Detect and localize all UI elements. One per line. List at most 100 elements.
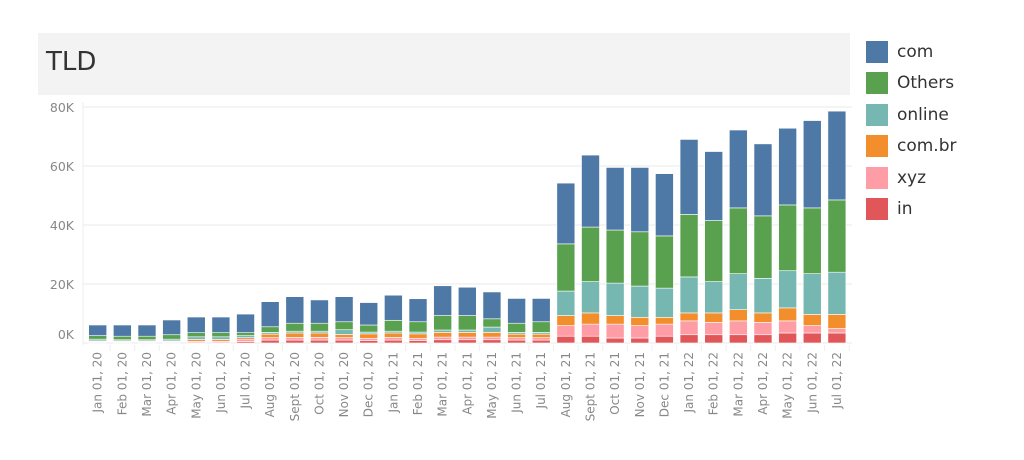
bar-segment-online: [655, 287, 674, 318]
bar-segment-xyz: [384, 337, 403, 341]
chart-title: TLD: [46, 47, 97, 77]
x-tick-label: Jun 01, 20: [214, 352, 228, 414]
bar-segment-others: [186, 332, 206, 338]
bar-segment-xyz: [581, 323, 600, 337]
legend-swatch: [866, 103, 888, 126]
bar-segment-com-br: [457, 332, 477, 338]
bar-segment-com: [408, 298, 428, 323]
bar-segment-xyz: [778, 320, 797, 334]
bar-segment-others: [433, 315, 452, 331]
bar-segment-online: [827, 271, 847, 315]
bar-segment-com-br: [556, 315, 576, 326]
bar-segment-com: [211, 316, 231, 333]
bar-segment-xyz: [236, 338, 255, 342]
legend-item-xyz[interactable]: xyz: [866, 162, 957, 194]
bar-segment-com-br: [334, 334, 354, 338]
bar-segment-com: [581, 154, 600, 228]
x-tick-label: Jan 01, 21: [386, 352, 400, 413]
bar-segment-com-br: [384, 332, 403, 338]
bar-segment-com-br: [655, 317, 674, 325]
x-tick-label: Jul 01, 22: [830, 352, 844, 409]
bar-segment-online: [778, 270, 797, 309]
x-tick-label: Jun 01, 22: [805, 352, 819, 414]
bar-segment-in: [605, 337, 625, 344]
x-tick-label: Oct 01, 21: [608, 352, 622, 415]
bar-segment-others: [581, 226, 600, 282]
legend-item-others[interactable]: Others: [866, 68, 957, 100]
bar-segment-others: [457, 315, 477, 331]
legend-swatch: [866, 72, 888, 95]
legend-item-com-br[interactable]: com.br: [866, 131, 957, 163]
bar-segment-xyz: [260, 337, 280, 341]
bar-segment-others: [753, 215, 773, 279]
bar-segment-com-br: [802, 314, 822, 326]
bar-segment-com: [827, 110, 847, 201]
x-tick-label: Feb 01, 22: [707, 352, 721, 415]
bar-segment-in: [334, 339, 354, 344]
bar-segment-com-br: [507, 333, 526, 338]
bar-segment-xyz: [827, 328, 847, 334]
x-tick-label: Jun 01, 21: [510, 352, 524, 414]
bar-segment-com: [137, 324, 157, 337]
x-tick-label: Feb 01, 21: [411, 352, 425, 415]
bar-segment-com: [334, 296, 354, 323]
y-tick-label: 0K: [58, 327, 75, 342]
bar-segment-xyz: [482, 336, 502, 341]
bar-segment-online: [605, 282, 625, 316]
bar-segment-others: [605, 229, 625, 284]
bar-segment-others: [260, 326, 280, 333]
bar-segment-in: [679, 334, 699, 344]
bar-segment-online: [211, 336, 231, 340]
y-tick-label: 80K: [50, 100, 75, 115]
x-tick-label: Jan 01, 22: [682, 352, 696, 413]
x-tick-label: Feb 01, 20: [115, 352, 129, 415]
legend-item-in[interactable]: in: [866, 194, 957, 226]
bar-segment-online: [334, 329, 354, 335]
bar-segment-com-br: [260, 333, 280, 338]
legend-label: xyz: [897, 167, 927, 188]
bar-segment-others: [113, 335, 132, 341]
bar-segment-xyz: [310, 337, 329, 341]
bar-segment-in: [827, 332, 847, 344]
bar-segment-others: [384, 319, 403, 332]
x-tick-label: Apr 01, 21: [460, 352, 474, 415]
bar-segment-com: [605, 167, 625, 231]
bar-segment-com: [704, 151, 724, 221]
legend-item-online[interactable]: online: [866, 99, 957, 131]
bar-segment-others: [704, 220, 724, 282]
bar-segment-in: [581, 335, 600, 344]
bar-segment-others: [310, 322, 329, 332]
bar-segment-others: [729, 207, 748, 274]
bar-segment-com: [285, 296, 305, 324]
bar-segment-com: [359, 302, 379, 326]
x-tick-label: Dec 01, 20: [362, 352, 376, 417]
x-tick-label: Jan 01, 20: [91, 352, 105, 413]
bar-segment-others: [630, 231, 650, 287]
bar-segment-others: [507, 322, 526, 333]
bar-segment-online: [704, 281, 724, 314]
bar-segment-com-br: [679, 312, 699, 322]
bar-segment-others: [827, 199, 847, 273]
bar-segment-others: [359, 324, 379, 333]
x-tick-label: Mar 01, 21: [436, 352, 450, 417]
x-tick-label: Nov 01, 20: [337, 352, 351, 417]
bar-segment-in: [729, 334, 748, 344]
bar-segment-in: [433, 339, 452, 344]
bar-segment-com: [531, 298, 551, 323]
bar-segment-xyz: [507, 337, 526, 341]
bar-segment-com: [236, 313, 255, 333]
bar-segment-in: [556, 335, 576, 344]
bar-segment-xyz: [655, 323, 674, 337]
bar-segment-xyz: [285, 337, 305, 341]
bar-segment-online: [679, 276, 699, 314]
x-tick-label: Mar 01, 20: [140, 352, 154, 417]
bar-segment-others: [137, 335, 157, 341]
bar-segment-in: [384, 339, 403, 344]
legend-label: Others: [897, 73, 955, 94]
bar-segment-xyz: [679, 320, 699, 336]
legend-item-com[interactable]: com: [866, 36, 957, 68]
x-tick-label: Sept 01, 21: [584, 352, 598, 421]
bar-segment-com: [433, 285, 452, 316]
bar-segment-com-br: [753, 312, 773, 323]
bar-segment-others: [531, 321, 551, 333]
